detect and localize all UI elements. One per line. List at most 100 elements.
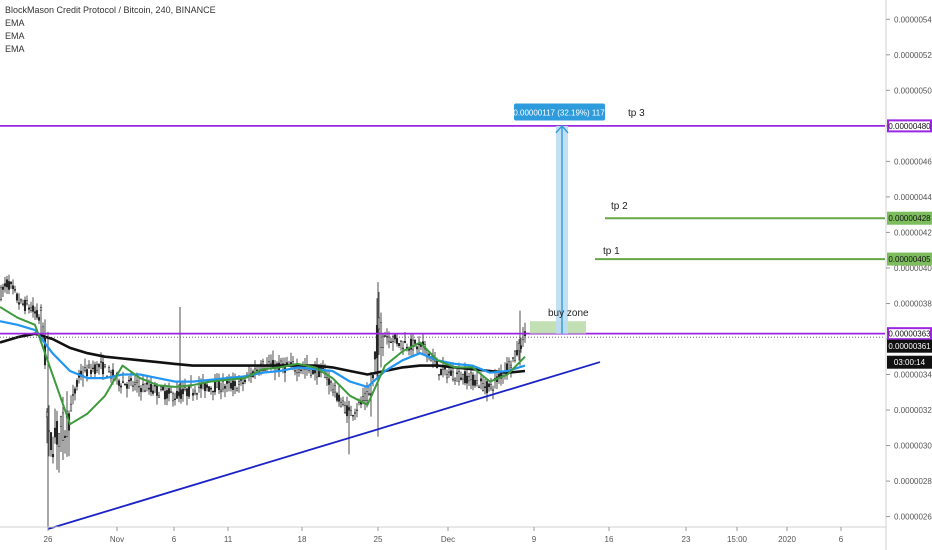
candle-body <box>75 380 79 387</box>
ema-indicator-1[interactable]: EMA <box>5 18 25 28</box>
candle-body <box>351 415 355 417</box>
candle-body <box>285 362 289 365</box>
candle-body <box>299 369 303 371</box>
candle-body <box>379 322 383 348</box>
candle-body <box>101 362 105 375</box>
candle-body <box>163 391 167 400</box>
candle-body <box>337 394 341 402</box>
candle-body <box>139 388 143 393</box>
candle-body <box>93 364 97 374</box>
candle-body <box>509 364 513 368</box>
candle-body <box>329 381 333 383</box>
candle-body <box>447 371 451 374</box>
x-tick-label: 6 <box>839 535 844 544</box>
candle-body <box>51 454 55 458</box>
candle-body <box>35 310 39 318</box>
candle-body <box>177 391 181 396</box>
candle-body <box>185 388 189 397</box>
candle-body <box>481 383 485 391</box>
ema-fast-line <box>0 306 526 426</box>
candle-body <box>215 380 219 388</box>
candle-body <box>205 384 209 388</box>
candle-body <box>439 368 443 376</box>
candle-body <box>29 307 33 311</box>
ema-indicator-3[interactable]: EMA <box>5 44 25 54</box>
candle-body <box>333 385 337 393</box>
price-tag-box <box>887 355 932 369</box>
candle-body <box>415 346 419 350</box>
candle-body <box>389 341 393 344</box>
candle-body <box>233 381 237 387</box>
candle-body <box>487 383 491 387</box>
candle-body <box>367 393 371 395</box>
measure-arrow-head <box>555 124 569 134</box>
candle-body <box>125 384 129 389</box>
candle-body <box>135 380 139 384</box>
candle-body <box>381 335 385 348</box>
candle-body <box>497 373 501 378</box>
candle-body <box>61 412 65 441</box>
candle-body <box>39 307 43 311</box>
candle-body <box>391 336 395 342</box>
candle-body <box>221 381 225 390</box>
y-tick-label: 0.00000540 <box>894 15 932 24</box>
candle-body <box>427 353 431 356</box>
candle-body <box>47 430 51 432</box>
candle-body <box>467 376 471 382</box>
x-tick-label: 9 <box>532 535 537 544</box>
ema-indicator-2[interactable]: EMA <box>5 31 25 41</box>
candle-body <box>223 386 227 389</box>
candle-body <box>193 390 197 394</box>
candle-body <box>475 380 479 384</box>
candle-body <box>453 377 457 381</box>
candle-body <box>507 361 511 371</box>
drawings[interactable]: 0.00000117 (32.19%) 117 tp 3 tp 2 tp 1 buy z… <box>0 103 885 530</box>
candle-body <box>97 363 101 368</box>
candle-body <box>9 281 13 284</box>
candle-body <box>161 386 165 391</box>
candle-body <box>355 409 359 412</box>
candle-body <box>235 388 239 392</box>
measure-label: 0.00000117 (32.19%) 117 <box>513 108 605 117</box>
candle-body <box>117 380 121 386</box>
candle-body <box>149 384 153 393</box>
candle-body <box>55 421 59 445</box>
candle-body <box>49 432 53 450</box>
candle-body <box>183 386 187 390</box>
candle-body <box>437 374 441 376</box>
symbol-title[interactable]: BlockMason Credit Protocol / Bitcoin, 24… <box>5 5 216 15</box>
price-tag-label: 0.00000480 <box>888 122 931 131</box>
x-tick-label: 2020 <box>778 535 796 544</box>
candle-body <box>3 283 7 287</box>
price-tag-label: 03:00:14 <box>894 358 926 367</box>
candle-body <box>485 381 489 394</box>
x-tick-label: 25 <box>374 535 383 544</box>
candle-body <box>17 302 21 305</box>
candle-body <box>377 317 381 330</box>
candle-body <box>145 382 149 385</box>
candlesticks <box>0 274 527 531</box>
candle-body <box>297 369 301 373</box>
candle-body <box>65 410 69 437</box>
candle-body <box>13 289 17 291</box>
candle-body <box>0 287 3 300</box>
candle-body <box>361 396 365 401</box>
candle-body <box>401 347 405 350</box>
candle-body <box>445 374 449 379</box>
candle-body <box>237 381 241 385</box>
price-tag-label: 0.00000361 <box>888 342 931 351</box>
candle-body <box>477 386 481 388</box>
candle-body <box>225 380 229 384</box>
candle-body <box>395 338 399 344</box>
candle-body <box>465 375 469 384</box>
x-tick-label: 18 <box>298 535 307 544</box>
candle-body <box>473 379 477 386</box>
